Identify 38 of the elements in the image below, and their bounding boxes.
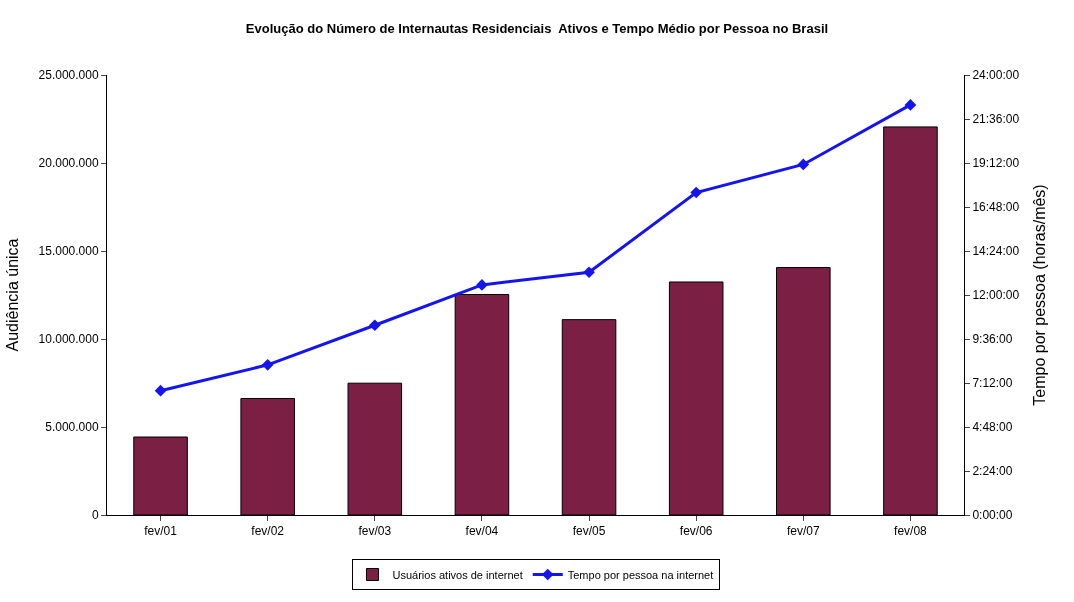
x-tick-label: fev/05: [572, 524, 606, 539]
y2-tick-label: 9:36:00: [972, 332, 1013, 347]
x-tick-label: fev/02: [251, 524, 285, 539]
y-tick-label: 25.000.000: [38, 68, 99, 83]
point: [261, 359, 274, 371]
point: [154, 384, 167, 397]
legend-label: Tempo por pessoa na internet: [567, 568, 714, 581]
y2-tick-label: 14:24:00: [972, 244, 1020, 259]
y2-tick-label: 24:00:00: [972, 68, 1020, 83]
y2-axis-title: Tempo por pessoa (horas/mês): [1031, 184, 1049, 406]
x-tick-label: fev/06: [679, 524, 713, 539]
y-tick-label: 10.000.000: [38, 332, 99, 347]
y2-tick-label: 0:00:00: [972, 508, 1013, 523]
y2-tick-label: 21:36:00: [972, 112, 1020, 127]
point: [904, 99, 917, 111]
y-axis-title: Audiência única: [4, 238, 22, 352]
point: [797, 158, 810, 171]
chart-title: Evolução do Número de Internautas Residenciais Ativos e Tempo Médio por Pessoa no Brasil: [245, 21, 829, 37]
x-tick-label: fev/08: [894, 524, 928, 539]
x-tick-label: fev/03: [358, 524, 392, 539]
point: [690, 186, 703, 199]
x-tick-label: fev/07: [786, 524, 820, 539]
point: [368, 319, 381, 332]
y2-tick-label: 16:48:00: [972, 200, 1020, 215]
legend-label: Usuários ativos de internet: [392, 568, 523, 581]
point: [583, 266, 595, 279]
y-tick-label: 15.000.000: [38, 244, 99, 259]
y-tick-label: 20.000.000: [38, 156, 99, 171]
x-tick-label: fev/04: [465, 524, 499, 539]
x-tick-label: fev/01: [144, 524, 178, 539]
y-tick-label: 0: [91, 508, 99, 523]
y2-tick-label: 7:12:00: [972, 376, 1013, 391]
y2-tick-label: 2:24:00: [972, 464, 1013, 479]
y2-tick-label: 4:48:00: [972, 420, 1013, 435]
y2-tick-label: 12:00:00: [972, 288, 1020, 303]
point: [476, 279, 488, 291]
y-tick-label: 5.000.000: [45, 420, 99, 435]
y2-tick-label: 19:12:00: [972, 156, 1020, 171]
